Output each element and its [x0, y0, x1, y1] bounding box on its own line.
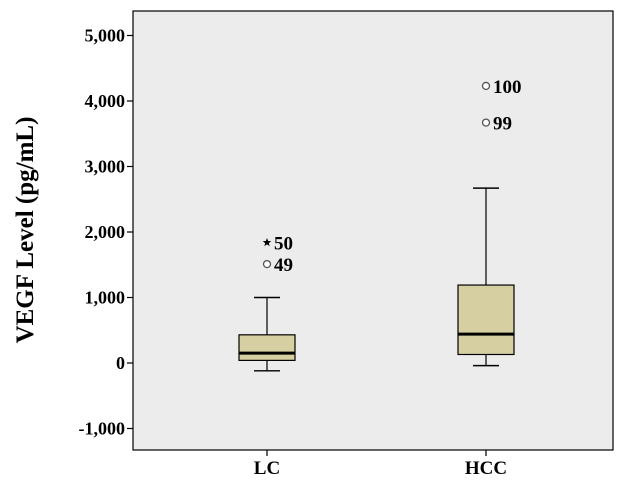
y-axis: -1,000 0 1,000 2,000 3,000 4,000 5,000	[79, 26, 133, 439]
outlier-circle-marker	[481, 118, 491, 127]
x-category-label: LC	[254, 458, 280, 479]
y-tick-label: 5,000	[85, 26, 126, 46]
outlier-label: 50	[274, 233, 293, 254]
outlier-label: 49	[274, 255, 293, 276]
y-axis-title: VEGF Level (pg/mL)	[12, 117, 39, 344]
outlier-star-marker	[262, 237, 272, 247]
y-tick-label: 3,000	[85, 157, 126, 177]
outlier-label: 100	[493, 77, 522, 98]
iqr-box	[457, 284, 515, 356]
y-tick-label: -1,000	[79, 419, 126, 439]
boxes	[238, 187, 515, 372]
y-tick-label: 4,000	[85, 91, 126, 111]
plot-area	[132, 10, 614, 451]
iqr-box	[238, 334, 296, 361]
box-lc	[238, 296, 296, 372]
x-category-label: HCC	[465, 458, 507, 479]
y-tick-label: 1,000	[85, 288, 126, 308]
outlier-circle-marker	[481, 81, 491, 91]
box-hcc	[457, 187, 515, 367]
outlier-label: 99	[493, 114, 512, 135]
y-tick-label: 0	[116, 353, 125, 373]
x-axis: LC HCC	[254, 450, 507, 479]
y-tick-label: 2,000	[85, 222, 126, 242]
outlier-circle-marker	[262, 259, 272, 269]
